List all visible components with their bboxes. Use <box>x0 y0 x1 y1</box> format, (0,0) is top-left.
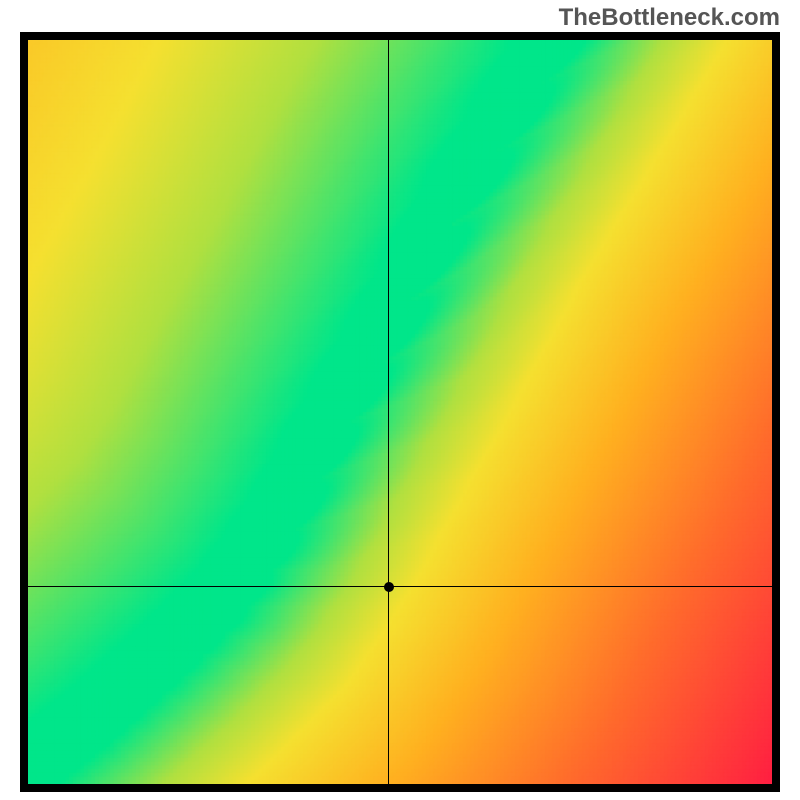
crosshair-horizontal <box>28 586 772 587</box>
crosshair-vertical <box>388 40 389 784</box>
bottleneck-heatmap <box>28 40 772 784</box>
crosshair-marker <box>384 582 394 592</box>
frame-left <box>20 32 28 792</box>
chart-container: TheBottleneck.com <box>0 0 800 800</box>
frame-top <box>20 32 780 40</box>
frame-bottom <box>20 784 780 792</box>
watermark-text: TheBottleneck.com <box>559 4 780 32</box>
frame-right <box>772 32 780 792</box>
